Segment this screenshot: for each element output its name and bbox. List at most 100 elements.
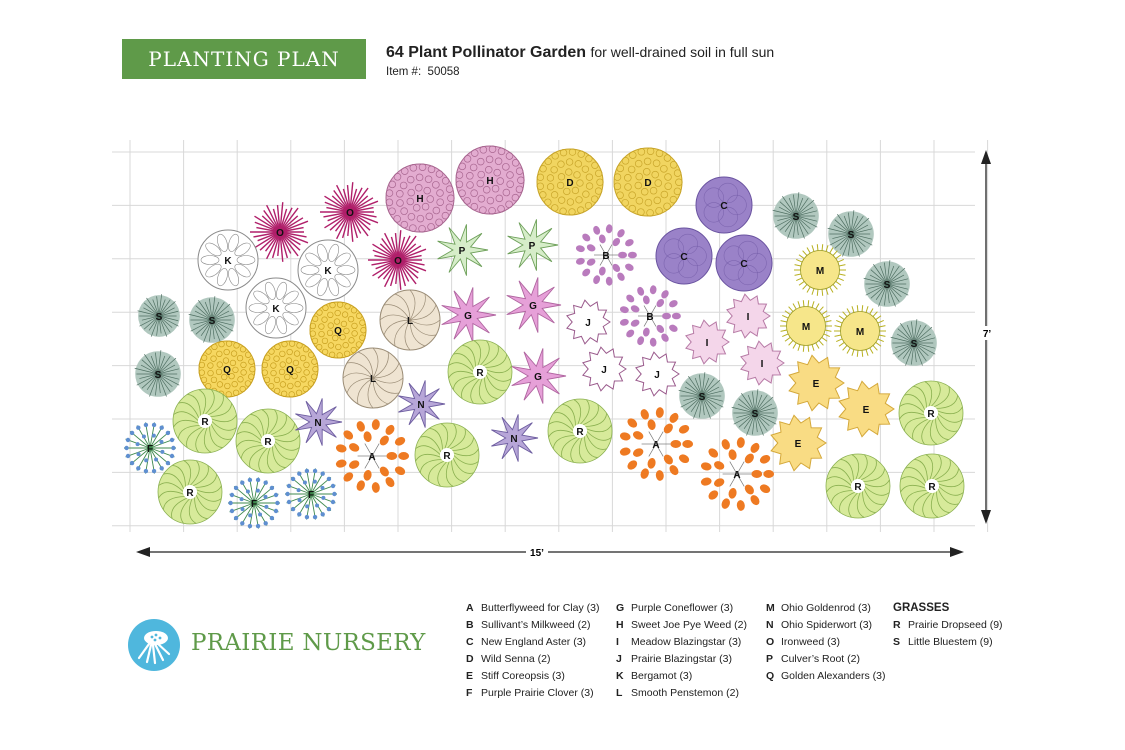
legend-item-a: A Butterflyweed for Clay (3) xyxy=(466,600,599,617)
plant-label: C xyxy=(720,201,727,212)
plant-label: R xyxy=(186,488,194,499)
legend-item-g: G Purple Coneflower (3) xyxy=(616,600,747,617)
plant-label: S xyxy=(884,280,891,291)
width-label: 15’ xyxy=(530,548,544,559)
legend-name: Sweet Joe Pye Weed (2) xyxy=(631,619,747,631)
legend-column-1: A Butterflyweed for Clay (3) B Sullivant’s … xyxy=(466,600,599,702)
plant-label: R xyxy=(443,451,451,462)
plant-r: R xyxy=(898,380,964,446)
plant-label: G xyxy=(529,301,537,312)
legend-item-d: D Wild Senna (2) xyxy=(466,651,599,668)
legend-item-o: O Ironweed (3) xyxy=(766,634,885,651)
plant-h: H xyxy=(455,145,525,215)
plant-label: P xyxy=(529,241,536,252)
plant-label: A xyxy=(733,470,740,481)
legend-code: N xyxy=(766,619,774,631)
legend-name: Meadow Blazingstar (3) xyxy=(631,636,742,648)
plant-j: J xyxy=(582,346,627,392)
planting-plan-banner: PLANTING PLAN xyxy=(122,39,366,79)
legend-item-n: N Ohio Spiderwort (3) xyxy=(766,617,885,634)
plan-title-bold: 64 Plant Pollinator Garden xyxy=(386,44,587,61)
grasses-heading: GRASSES xyxy=(893,602,950,614)
plant-label: Q xyxy=(286,365,294,376)
legend-column-grasses: GRASSES R Prairie Dropseed (9) S Little Blu… xyxy=(893,600,1003,651)
plant-g: G xyxy=(441,287,497,343)
plant-a: A xyxy=(700,437,775,511)
legend-code: M xyxy=(766,602,775,614)
legend-name: New England Aster (3) xyxy=(481,636,587,648)
plant-label: R xyxy=(476,368,484,379)
plant-label: S xyxy=(156,312,163,323)
plant-label: I xyxy=(761,359,764,370)
plant-s: S xyxy=(134,350,181,397)
legend-item-f: F Purple Prairie Clover (3) xyxy=(466,685,599,702)
plant-l: L xyxy=(342,347,404,409)
plant-label: F xyxy=(147,444,153,455)
plant-label: M xyxy=(802,322,810,333)
legend-item-i: I Meadow Blazingstar (3) xyxy=(616,634,747,651)
plant-label: F xyxy=(251,499,257,510)
plant-s: S xyxy=(890,319,937,366)
plant-label: S xyxy=(793,212,800,223)
plant-m: M xyxy=(794,244,846,296)
legend-code: J xyxy=(616,653,622,665)
plant-b: B xyxy=(619,285,681,347)
legend-code: E xyxy=(466,670,474,682)
plant-label: F xyxy=(308,490,314,501)
plant-label: C xyxy=(680,252,687,263)
plant-g: G xyxy=(506,277,562,333)
plants-layer: H H D D O O O K K K P P C C C S S S S S S S S S M M M B B Q Q Q L L G G G J J J… xyxy=(124,145,965,529)
height-label: 7’ xyxy=(983,329,992,340)
plant-s: S xyxy=(772,192,819,239)
plant-j: J xyxy=(566,299,611,345)
prairie-nursery-logo-icon xyxy=(128,619,180,671)
plant-label: S xyxy=(752,409,759,420)
plant-label: R xyxy=(201,417,209,428)
plant-j: J xyxy=(635,351,680,397)
legend-item-h: H Sweet Joe Pye Weed (2) xyxy=(616,617,747,634)
plant-s: S xyxy=(137,294,180,337)
plant-r: R xyxy=(447,339,513,405)
legend-name: Golden Alexanders (3) xyxy=(781,670,886,682)
plant-k: K xyxy=(245,277,307,339)
plant-label: I xyxy=(747,312,750,323)
plant-r: R xyxy=(899,453,965,519)
legend-code: R xyxy=(893,619,901,631)
plant-a: A xyxy=(619,407,694,481)
item-value: 50058 xyxy=(427,66,460,78)
legend-code: B xyxy=(466,619,474,631)
plant-label: Q xyxy=(334,326,342,337)
plant-label: Q xyxy=(223,365,231,376)
plant-label: H xyxy=(486,176,493,187)
plant-label: D xyxy=(644,178,651,189)
plant-b: B xyxy=(575,224,637,286)
plant-label: C xyxy=(740,259,747,270)
legend-code: O xyxy=(766,636,775,648)
legend-column-2: G Purple Coneflower (3) H Sweet Joe Pye Wee… xyxy=(616,600,747,702)
legend-code: D xyxy=(466,653,474,665)
plant-label: J xyxy=(654,370,660,381)
plant-c: C xyxy=(695,176,753,234)
plant-label: J xyxy=(601,365,607,376)
plant-f: F xyxy=(124,422,176,474)
plant-n: N xyxy=(295,398,343,446)
plant-label: M xyxy=(816,266,824,277)
legend-name: Sullivant’s Milkweed (2) xyxy=(481,619,591,631)
legend-item-q: Q Golden Alexanders (3) xyxy=(766,668,885,685)
plant-label: R xyxy=(264,437,272,448)
legend-name: Little Bluestem (9) xyxy=(908,636,993,648)
legend-code: A xyxy=(466,602,474,614)
legend-name: Stiff Coreopsis (3) xyxy=(481,670,565,682)
plant-c: C xyxy=(655,227,713,285)
plant-e: E xyxy=(788,354,845,412)
plant-label: A xyxy=(652,440,659,451)
legend-item-r: R Prairie Dropseed (9) xyxy=(893,617,1003,634)
plant-label: L xyxy=(407,316,413,327)
plant-label: M xyxy=(856,327,864,338)
legend-code: I xyxy=(616,636,619,648)
plant-a: A xyxy=(335,419,410,493)
plant-n: N xyxy=(398,380,446,428)
legend-name: Bergamot (3) xyxy=(631,670,693,682)
plant-i: I xyxy=(726,293,771,339)
plant-label: S xyxy=(209,316,216,327)
